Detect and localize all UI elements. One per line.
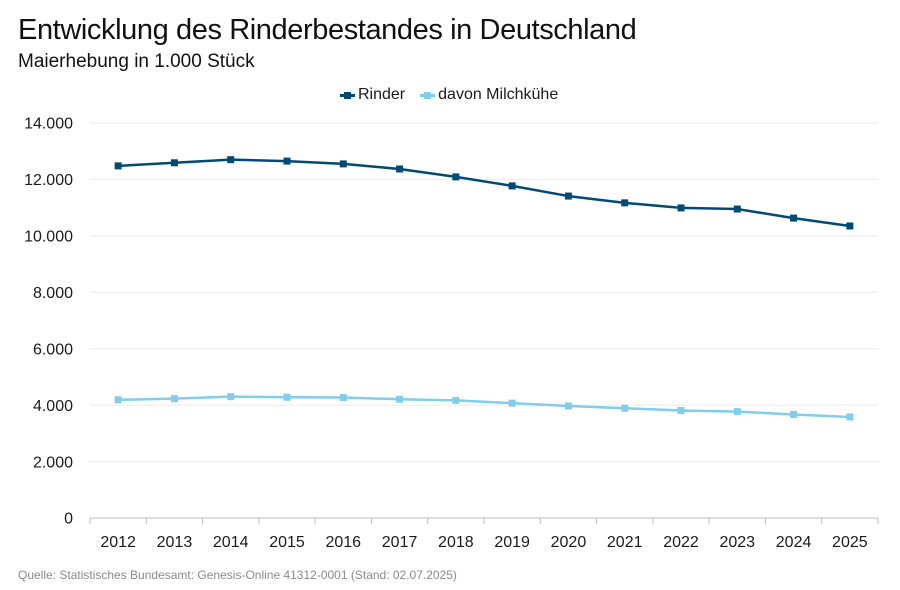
x-tick-label-2013: 2013 (157, 534, 193, 551)
data-point-davon-milchkuehe-2023 (733, 408, 741, 416)
data-point-davon-milchkuehe-2021 (621, 404, 629, 412)
x-tick-label-2016: 2016 (325, 534, 361, 551)
data-point-rinder-2023 (733, 205, 741, 213)
legend-label-milchkuehe: davon Milchkühe (438, 86, 559, 103)
x-tick-label-2012: 2012 (100, 534, 136, 551)
series-davon-milchkuehe (114, 393, 854, 421)
data-point-davon-milchkuehe-2016 (339, 394, 347, 402)
legend-item-milchkuehe[interactable]: davon Milchkühe (420, 87, 558, 103)
data-point-rinder-2016 (339, 160, 347, 168)
data-point-davon-milchkuehe-2025 (846, 413, 854, 421)
data-point-davon-milchkuehe-2012 (114, 396, 122, 404)
x-tick-label-2022: 2022 (663, 534, 699, 551)
data-point-davon-milchkuehe-2024 (790, 410, 798, 418)
y-tick-label: 10.000 (24, 229, 73, 246)
legend-item-rinder[interactable]: Rinder (340, 87, 405, 103)
y-tick-label: 14.000 (24, 116, 73, 133)
y-tick-label: 8.000 (33, 285, 73, 302)
data-point-davon-milchkuehe-2014 (227, 393, 235, 401)
x-tick-label-2024: 2024 (776, 534, 812, 551)
x-axis-labels: 2012 2013 2014 2015 2016 2017 2018 2019 2020 2021… (100, 534, 867, 551)
x-tick-label-2023: 2023 (719, 534, 755, 551)
data-point-rinder-2022 (677, 204, 685, 212)
y-tick-label: 0 (64, 511, 73, 528)
data-point-rinder-2018 (452, 173, 460, 181)
x-tick-label-2018: 2018 (438, 534, 474, 551)
x-tick-label-2020: 2020 (551, 534, 587, 551)
data-point-davon-milchkuehe-2022 (677, 407, 685, 415)
source-note: Quelle: Statistisches Bundesamt: Genesis… (18, 568, 457, 582)
data-point-davon-milchkuehe-2020 (564, 402, 572, 410)
data-point-rinder-2015 (283, 157, 291, 165)
y-axis-labels: 0 2.000 4.000 6.000 8.000 10.000 12.000 14.000 (24, 116, 73, 528)
y-tick-label: 4.000 (33, 398, 73, 415)
data-point-rinder-2025 (846, 222, 854, 230)
data-point-davon-milchkuehe-2019 (508, 399, 516, 407)
data-point-rinder-2020 (564, 192, 572, 200)
legend-marker-rinder (340, 90, 355, 100)
y-tick-label: 12.000 (24, 172, 73, 189)
legend-label-rinder: Rinder (358, 86, 406, 103)
series-line-rinder (116, 158, 852, 228)
data-point-rinder-2019 (508, 182, 516, 190)
legend-marker-milchkuehe (420, 90, 436, 100)
x-tick-marks (89, 518, 879, 524)
chart-title: Entwicklung des Rinderbestandes in Deuts… (18, 14, 637, 46)
gridlines (90, 122, 878, 463)
x-tick-label-2021: 2021 (607, 534, 643, 551)
x-tick-label-2017: 2017 (382, 534, 418, 551)
data-point-davon-milchkuehe-2017 (396, 395, 404, 403)
series-line-davon-milchkuehe (116, 395, 852, 419)
x-tick-label-2025: 2025 (832, 534, 868, 551)
legend: Rinder davon Milchkühe (340, 87, 573, 103)
x-tick-label-2019: 2019 (494, 534, 530, 551)
data-point-rinder-2012 (114, 162, 122, 170)
chart-subtitle: Maierhebung in 1.000 Stück (18, 51, 255, 72)
data-point-rinder-2014 (227, 156, 235, 164)
series-rinder (114, 156, 854, 230)
data-point-davon-milchkuehe-2015 (283, 393, 291, 401)
y-tick-label: 2.000 (33, 454, 73, 471)
y-tick-label: 6.000 (33, 341, 73, 358)
data-point-rinder-2013 (170, 159, 178, 167)
data-point-davon-milchkuehe-2013 (170, 395, 178, 403)
data-point-rinder-2024 (790, 214, 798, 222)
data-point-rinder-2021 (621, 199, 629, 207)
data-point-rinder-2017 (396, 165, 404, 173)
data-point-davon-milchkuehe-2018 (452, 396, 460, 404)
x-tick-label-2015: 2015 (269, 534, 305, 551)
x-tick-label-2014: 2014 (213, 534, 249, 551)
